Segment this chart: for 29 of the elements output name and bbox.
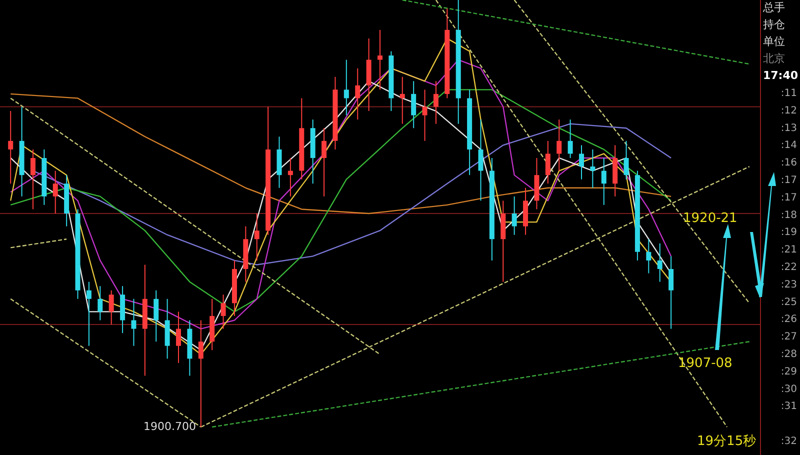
annotation: 1920-21 [683, 211, 738, 226]
text: 19分15秒 [697, 434, 756, 449]
text: :21 [780, 244, 797, 256]
text: :14 [780, 140, 797, 152]
text: :17 [780, 175, 797, 186]
annotation: 1907-08 [678, 356, 732, 371]
text: :22 [780, 262, 797, 273]
text: :18 [780, 210, 797, 221]
text: 持仓 [763, 18, 785, 31]
text: 北京 [763, 52, 785, 65]
text: :16 [780, 158, 797, 169]
text: :25 [780, 296, 797, 308]
text: :29 [780, 366, 797, 378]
annotation: 1900.700 [144, 420, 196, 433]
text: :13 [780, 122, 797, 134]
text: :11 [780, 88, 797, 99]
text: :19 [780, 227, 797, 238]
text: 单位 [763, 35, 785, 48]
text: :32 [780, 436, 797, 447]
text: :17 [780, 192, 797, 204]
text: :12 [780, 105, 797, 116]
text: :28 [780, 349, 797, 360]
text: :23 [780, 279, 797, 290]
text: :30 [780, 384, 797, 395]
text: :26 [780, 314, 797, 326]
text: 17:40 [763, 69, 798, 82]
text: :27 [780, 332, 797, 343]
text: :31 [780, 401, 797, 412]
text: 总手 [762, 1, 785, 14]
